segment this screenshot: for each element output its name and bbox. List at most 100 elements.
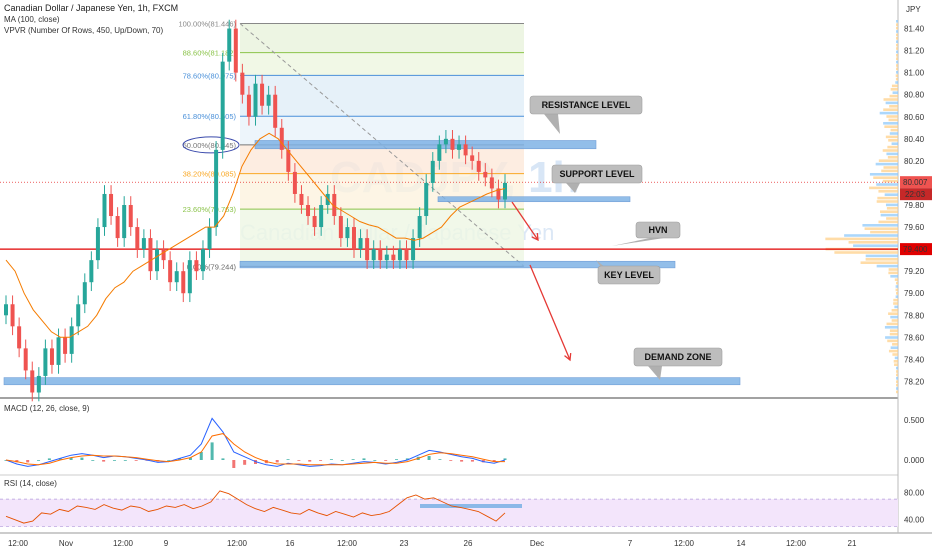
candle-body xyxy=(155,249,160,272)
time-tick-label: 9 xyxy=(164,539,169,548)
volume-profile-bar xyxy=(885,135,898,139)
callout-resistance-level-box xyxy=(529,95,643,115)
macd-histogram-bar xyxy=(286,459,290,460)
candle-body xyxy=(17,326,22,349)
volume-profile-bar xyxy=(875,162,898,166)
price-tick-label: 78.40 xyxy=(904,355,925,364)
fib-label: 78.60%(80.975) xyxy=(183,71,237,80)
volume-profile-bar xyxy=(886,115,898,118)
candle-body xyxy=(187,260,192,294)
candle-body xyxy=(437,144,442,161)
price-tick-label: 78.20 xyxy=(904,377,925,386)
macd-histogram-bar xyxy=(384,460,388,461)
macd-histogram-bar xyxy=(210,442,214,460)
price-tick-label: 80.60 xyxy=(904,113,925,122)
rsi-zone-marker xyxy=(420,504,522,508)
candle-body xyxy=(10,304,15,327)
price-tick-label: 80.20 xyxy=(904,157,925,166)
candle-body xyxy=(82,282,87,305)
candle-body xyxy=(253,83,258,117)
price-tick-label: 78.80 xyxy=(904,311,925,320)
macd-histogram-bar xyxy=(221,458,225,460)
volume-profile-bar xyxy=(896,57,898,60)
candle-body xyxy=(207,227,212,250)
macd-tick-label: 0.500 xyxy=(904,416,925,425)
volume-profile-bar xyxy=(889,94,898,98)
candle-body xyxy=(351,227,356,250)
time-tick-label: 26 xyxy=(464,539,473,548)
volume-profile-bar xyxy=(848,241,898,244)
candle-body xyxy=(345,227,350,239)
candle-body xyxy=(496,188,501,200)
volume-profile-bar xyxy=(862,224,898,227)
vpvr-indicator-label[interactable]: VPVR (Number Of Rows, 450, Up/Down, 70) xyxy=(4,26,164,35)
price-tick-label: 78.60 xyxy=(904,333,925,342)
price-tick-label: 79.00 xyxy=(904,289,925,298)
macd-histogram-bar xyxy=(178,458,182,460)
macd-histogram-bar xyxy=(232,460,236,468)
volume-profile-bar xyxy=(886,207,898,210)
candle-body xyxy=(365,238,370,261)
volume-profile-bar xyxy=(890,315,898,319)
volume-profile-bar xyxy=(834,251,898,254)
fib-label: 61.80%(80.605) xyxy=(183,112,237,121)
candle-body xyxy=(141,238,146,250)
zone-key-level xyxy=(239,260,676,269)
callout-hvn-box xyxy=(635,221,681,239)
time-tick-label: 23 xyxy=(400,539,409,548)
volume-profile-bar xyxy=(884,125,898,128)
volume-profile-bar xyxy=(876,183,898,186)
volume-profile-bar xyxy=(889,105,898,108)
countdown-text: 22:03 xyxy=(905,190,926,199)
candle-body xyxy=(89,260,94,283)
volume-profile-bar xyxy=(887,156,898,159)
callout-resistance-level-pointer xyxy=(544,114,560,134)
volume-profile-bar xyxy=(895,285,898,288)
candle-body xyxy=(56,337,61,365)
macd-title[interactable]: MACD (12, 26, close, 9) xyxy=(4,404,90,413)
volume-profile-bar xyxy=(886,217,898,220)
time-tick-label: 12:00 xyxy=(8,539,29,548)
countdown-badge xyxy=(900,188,932,201)
candle-body xyxy=(430,160,435,183)
fib-band xyxy=(240,173,524,210)
candle-body xyxy=(306,205,311,217)
candle-body xyxy=(391,254,396,261)
time-tick-label: 14 xyxy=(737,539,746,548)
candle-body xyxy=(200,249,205,272)
projection-arrowhead xyxy=(564,352,572,362)
volume-profile-bar xyxy=(896,26,898,30)
volume-profile-bar xyxy=(890,128,898,132)
macd-signal-line xyxy=(5,433,505,466)
volume-profile-bar xyxy=(892,343,898,346)
macd-histogram-bar xyxy=(492,460,496,462)
volume-profile-bar xyxy=(890,275,898,278)
volume-profile-bar xyxy=(896,43,898,47)
ma-indicator-label[interactable]: MA (100, close) xyxy=(4,15,60,24)
fib-label: 23.60%(79.763) xyxy=(183,205,237,214)
candle-body xyxy=(338,216,343,239)
candle-body xyxy=(128,205,133,228)
callout-hvn-text: HVN xyxy=(648,225,667,235)
candle-body xyxy=(292,171,297,194)
rsi-title[interactable]: RSI (14, close) xyxy=(4,479,57,488)
macd-histogram-bar xyxy=(351,459,355,460)
candle-body xyxy=(69,326,74,354)
volume-profile-bar xyxy=(883,166,898,169)
price-tick-label: 79.60 xyxy=(904,223,925,232)
candle-body xyxy=(227,28,232,62)
time-tick-label: 12:00 xyxy=(113,539,134,548)
macd-histogram-bar xyxy=(123,460,127,461)
time-tick-label: 12:00 xyxy=(227,539,248,548)
volume-profile-bar xyxy=(879,111,898,115)
macd-histogram-bar xyxy=(329,459,333,460)
volume-profile-bar xyxy=(884,326,898,329)
macd-histogram-bar xyxy=(243,460,247,465)
volume-profile-bar xyxy=(896,60,898,64)
candle-body xyxy=(411,238,416,261)
candle-body xyxy=(214,149,219,228)
candle-body xyxy=(424,182,429,217)
volume-profile-bar xyxy=(896,370,898,373)
macd-histogram-bar xyxy=(470,460,474,462)
